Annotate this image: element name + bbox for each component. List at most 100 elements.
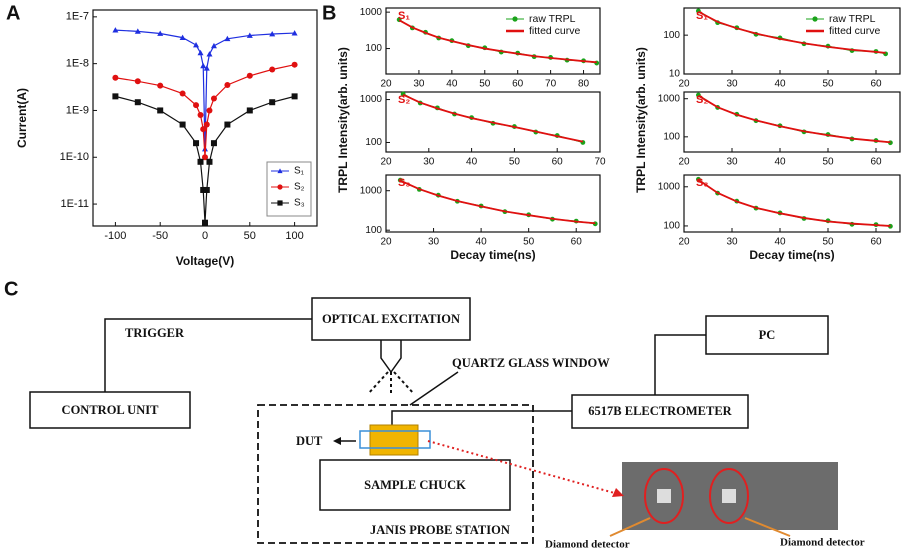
- x-tick-label: 60: [870, 79, 882, 90]
- legend-label: fitted curve: [529, 25, 581, 37]
- point: [291, 93, 298, 100]
- point: [200, 62, 207, 69]
- label: Diamond detector: [545, 539, 630, 551]
- x-tick-label: 40: [446, 79, 458, 90]
- point: [210, 140, 217, 147]
- legend-label: raw TRPL: [529, 13, 576, 25]
- legend-marker: [277, 200, 283, 206]
- point: [112, 74, 119, 81]
- y-axis-label: TRPL Intensity(arb. units): [634, 47, 648, 193]
- box: [311, 297, 471, 341]
- point: [197, 158, 204, 165]
- label: DUT: [296, 434, 323, 448]
- legend-marker: [812, 16, 818, 22]
- y-tick-label: 1E-9: [66, 104, 89, 116]
- x-tick-label: 80: [578, 79, 590, 90]
- point: [269, 66, 276, 73]
- point: [210, 42, 217, 49]
- series-line: [697, 94, 891, 144]
- box-label: 6517B ELECTROMETER: [588, 404, 732, 418]
- series-line: [398, 19, 597, 64]
- x-tick-label: 50: [509, 157, 521, 168]
- point: [291, 61, 298, 68]
- x-axis-label: Decay time(ns): [450, 248, 535, 262]
- y-tick-label: 100: [365, 225, 382, 236]
- annotation: S₁: [398, 10, 410, 22]
- light-rays: [367, 371, 415, 396]
- point: [112, 93, 119, 100]
- arrow: [744, 517, 791, 537]
- wire: [409, 371, 459, 406]
- x-tick-label: 40: [774, 237, 786, 248]
- x-tick-label: 60: [512, 79, 524, 90]
- y-tick-label: 100: [663, 131, 680, 142]
- legend-label: S₃: [294, 198, 305, 209]
- highlight: [709, 468, 749, 524]
- point: [134, 78, 141, 85]
- x-tick-label: -50: [152, 230, 168, 242]
- point: [179, 90, 186, 97]
- x-tick-label: 30: [413, 79, 425, 90]
- y-tick-label: 100: [365, 43, 382, 54]
- y-tick-label: 1000: [360, 185, 383, 196]
- annotation: S₃: [398, 177, 410, 189]
- point: [112, 27, 119, 33]
- box-label: OPTICAL EXCITATION: [322, 312, 460, 326]
- point: [269, 30, 276, 37]
- point: [193, 42, 200, 48]
- point: [193, 140, 200, 147]
- x-axis-label: Voltage(V): [176, 254, 234, 268]
- point: [246, 107, 253, 114]
- point: [203, 121, 210, 128]
- x-tick-label: 40: [476, 237, 488, 248]
- series-line: [400, 179, 596, 225]
- y-tick-label: 1E-11: [60, 198, 89, 210]
- annotation: S₂: [696, 94, 708, 106]
- point: [200, 186, 207, 193]
- legend-label: fitted curve: [829, 25, 881, 37]
- point: [224, 35, 231, 42]
- point: [224, 121, 231, 128]
- x-tick-label: 40: [774, 157, 786, 168]
- box-label: PC: [759, 328, 776, 342]
- point: [197, 49, 204, 56]
- annotation: S₁: [696, 10, 708, 22]
- probe-station: [257, 404, 534, 544]
- label: JANIS PROBE STATION: [370, 523, 510, 537]
- point: [157, 82, 164, 89]
- y-tick-label: 100: [365, 137, 382, 148]
- point: [203, 65, 210, 71]
- x-tick-label: 70: [545, 79, 557, 90]
- x-tick-label: 20: [678, 237, 690, 248]
- point: [224, 81, 231, 88]
- plot-frame: [683, 7, 901, 75]
- wire: [104, 318, 312, 392]
- dut: [369, 424, 419, 456]
- point: [246, 32, 253, 38]
- legend-marker: [277, 168, 283, 174]
- series-line: [698, 94, 891, 144]
- diagram: OPTICAL EXCITATION TRIGGER CONTROL UNIT …: [29, 297, 865, 551]
- series-line: [698, 178, 891, 227]
- box: [571, 394, 749, 429]
- x-tick-label: 60: [571, 237, 583, 248]
- x-tick-label: 50: [822, 237, 834, 248]
- point: [246, 72, 253, 79]
- point: [179, 121, 186, 128]
- arrow: [609, 517, 651, 537]
- point: [157, 107, 164, 114]
- series-line: [402, 93, 584, 143]
- point: [206, 158, 213, 165]
- point: [206, 107, 213, 114]
- series-line: [399, 179, 596, 225]
- y-tick-label: 1000: [360, 94, 383, 105]
- point: [203, 186, 210, 193]
- y-tick-label: 100: [663, 221, 680, 232]
- point: [291, 30, 298, 36]
- x-tick-label: 70: [594, 157, 606, 168]
- panel-label: C: [4, 278, 18, 300]
- point: [179, 34, 186, 41]
- panel-label: A: [6, 2, 20, 24]
- x-tick-label: 100: [285, 230, 303, 242]
